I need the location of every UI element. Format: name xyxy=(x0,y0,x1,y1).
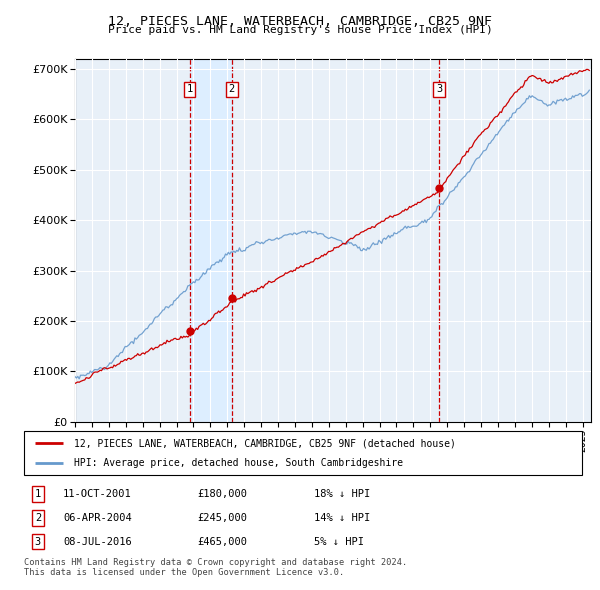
Text: 1: 1 xyxy=(187,84,193,94)
Text: HPI: Average price, detached house, South Cambridgeshire: HPI: Average price, detached house, Sout… xyxy=(74,458,403,468)
Text: 08-JUL-2016: 08-JUL-2016 xyxy=(63,536,132,546)
FancyBboxPatch shape xyxy=(24,431,582,475)
Text: £245,000: £245,000 xyxy=(197,513,247,523)
Text: Price paid vs. HM Land Registry's House Price Index (HPI): Price paid vs. HM Land Registry's House … xyxy=(107,25,493,35)
Text: 3: 3 xyxy=(35,536,41,546)
Text: £180,000: £180,000 xyxy=(197,489,247,499)
Text: 12, PIECES LANE, WATERBEACH, CAMBRIDGE, CB25 9NF: 12, PIECES LANE, WATERBEACH, CAMBRIDGE, … xyxy=(108,15,492,28)
Text: 12, PIECES LANE, WATERBEACH, CAMBRIDGE, CB25 9NF (detached house): 12, PIECES LANE, WATERBEACH, CAMBRIDGE, … xyxy=(74,438,456,448)
Text: 11-OCT-2001: 11-OCT-2001 xyxy=(63,489,132,499)
Text: 14% ↓ HPI: 14% ↓ HPI xyxy=(314,513,370,523)
Text: 3: 3 xyxy=(436,84,442,94)
Text: 18% ↓ HPI: 18% ↓ HPI xyxy=(314,489,370,499)
Bar xyxy=(190,59,232,422)
Text: 1: 1 xyxy=(35,489,41,499)
Text: Contains HM Land Registry data © Crown copyright and database right 2024.
This d: Contains HM Land Registry data © Crown c… xyxy=(24,558,407,577)
Text: 2: 2 xyxy=(35,513,41,523)
Text: £465,000: £465,000 xyxy=(197,536,247,546)
Text: 06-APR-2004: 06-APR-2004 xyxy=(63,513,132,523)
Text: 5% ↓ HPI: 5% ↓ HPI xyxy=(314,536,364,546)
Text: 2: 2 xyxy=(229,84,235,94)
